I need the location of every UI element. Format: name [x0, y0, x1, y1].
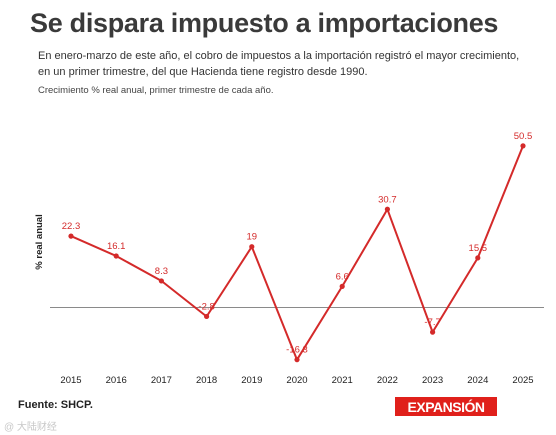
- x-tick-label: 2025: [512, 375, 533, 386]
- data-point: [204, 313, 210, 320]
- x-tick-label: 2017: [151, 375, 172, 386]
- data-point: [68, 233, 74, 239]
- data-label: 22.3: [62, 221, 81, 232]
- data-label: 30.7: [378, 194, 397, 205]
- watermark: @ 大陆财经: [4, 422, 57, 433]
- x-tick-label: 2016: [106, 375, 127, 386]
- chart-subtitle: En enero-marzo de este año, el cobro de …: [38, 50, 520, 78]
- x-tick-label: 2015: [60, 375, 81, 386]
- x-tick-label: 2020: [286, 375, 307, 386]
- x-tick-label: 2023: [422, 375, 443, 386]
- data-label: -7.7: [424, 317, 440, 328]
- y-axis-label: % real anual: [34, 214, 45, 269]
- data-point: [475, 255, 481, 261]
- data-label: -2.8: [198, 301, 214, 312]
- data-label: 8.3: [155, 266, 168, 277]
- data-point: [430, 329, 436, 335]
- source-note: Fuente: SHCP.: [18, 399, 93, 411]
- data-label: -16.3: [286, 345, 308, 356]
- chart-title: Se dispara impuesto a importaciones: [30, 8, 499, 38]
- data-point: [384, 206, 390, 212]
- data-label: 50.5: [514, 131, 533, 142]
- data-label: 16.1: [107, 241, 126, 252]
- data-point: [158, 278, 164, 284]
- x-tick-label: 2018: [196, 375, 217, 386]
- x-tick-label: 2024: [467, 375, 488, 386]
- data-label: 15.5: [469, 243, 488, 254]
- data-label: 19: [247, 232, 258, 243]
- data-point: [339, 283, 345, 289]
- data-label: 6.6: [336, 271, 349, 282]
- data-point: [520, 143, 526, 149]
- x-tick-label: 2022: [377, 375, 398, 386]
- series-line: [70, 144, 524, 361]
- data-point: [249, 244, 255, 250]
- expansion-logo: EXPANSIÓN: [395, 397, 497, 416]
- chart-note: Crecimiento % real anual, primer trimest…: [38, 85, 274, 96]
- x-tick-label: 2021: [332, 375, 353, 386]
- x-tick-label: 2019: [241, 375, 262, 386]
- data-point: [113, 253, 119, 259]
- data-point: [294, 357, 300, 363]
